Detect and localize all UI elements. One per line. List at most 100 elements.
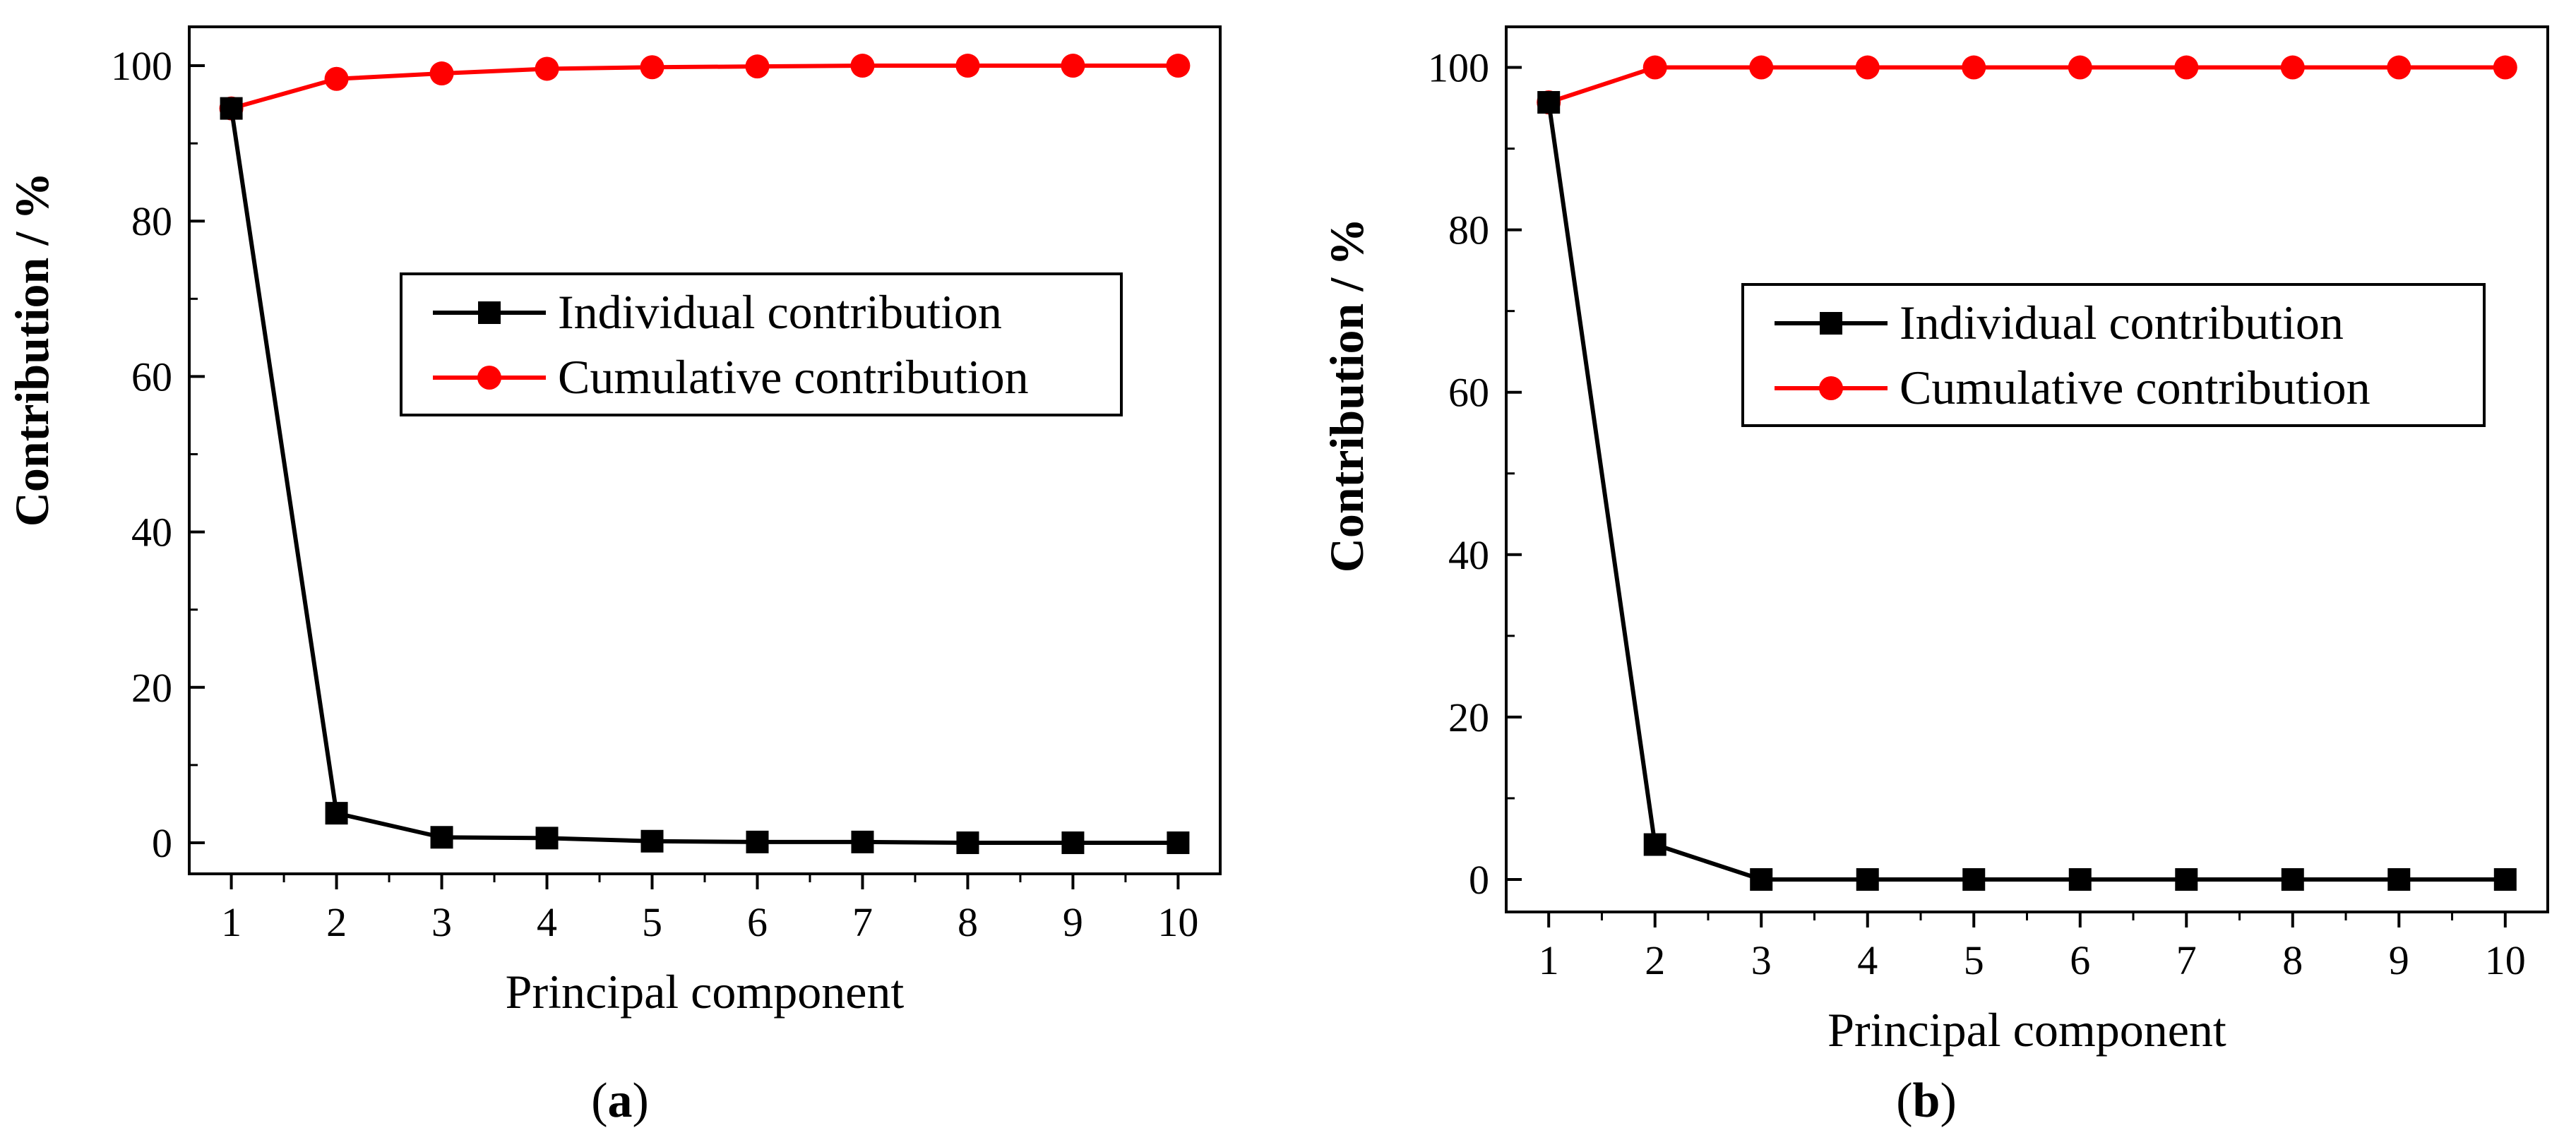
legend-marker xyxy=(477,366,501,390)
data-point xyxy=(851,830,874,853)
y-tick-label: 100 xyxy=(111,43,172,89)
x-tick-label: 7 xyxy=(2176,937,2197,983)
y-tick-label: 80 xyxy=(131,198,172,244)
data-point xyxy=(1856,867,1879,891)
legend-marker xyxy=(1820,312,1842,335)
x-tick-label: 3 xyxy=(1751,937,1772,983)
data-point xyxy=(1749,55,1774,80)
x-tick-label: 3 xyxy=(431,899,452,945)
x-tick-label: 5 xyxy=(1964,937,1984,983)
x-tick-label: 9 xyxy=(2389,937,2409,983)
x-tick-label: 8 xyxy=(958,899,978,945)
x-tick-label: 1 xyxy=(221,899,242,945)
series-line xyxy=(1546,102,2505,882)
data-point xyxy=(430,826,453,849)
y-tick-label: 100 xyxy=(1428,45,1489,91)
y-tick-label: 40 xyxy=(1448,532,1489,578)
series-line xyxy=(1548,65,2505,104)
legend-marker xyxy=(1819,376,1843,400)
data-point xyxy=(1061,54,1085,78)
caption-letter-b: b xyxy=(1913,1074,1940,1128)
x-tick-label: 1 xyxy=(1539,937,1559,983)
data-point xyxy=(2387,55,2411,80)
data-point xyxy=(324,66,349,91)
data-point xyxy=(325,802,348,825)
x-tick-label: 5 xyxy=(642,899,662,945)
data-point xyxy=(1537,90,1561,114)
y-tick-label: 40 xyxy=(131,510,172,556)
caption-open-a: ( xyxy=(591,1074,607,1128)
series-line xyxy=(230,64,1179,111)
data-point xyxy=(1962,55,1986,80)
data-point xyxy=(2174,55,2199,80)
legend-box xyxy=(400,272,1123,416)
legend-marker xyxy=(478,301,501,324)
data-point xyxy=(1855,55,1880,80)
data-point xyxy=(850,54,875,78)
data-point xyxy=(2387,867,2411,891)
y-axis-title: Contribution / % xyxy=(5,172,59,527)
data-point xyxy=(1962,867,1986,891)
x-tick-label: 10 xyxy=(2485,937,2526,983)
data-point xyxy=(2281,867,2304,891)
caption-open-b: ( xyxy=(1896,1074,1912,1128)
x-tick-label: 6 xyxy=(747,899,768,945)
x-axis-title: Principal component xyxy=(1827,1003,2226,1057)
x-tick-label: 6 xyxy=(2070,937,2090,983)
x-tick-label: 8 xyxy=(2282,937,2303,983)
data-point xyxy=(2175,867,2198,891)
y-tick-label: 0 xyxy=(152,820,172,866)
data-point xyxy=(1750,867,1773,891)
legend-box xyxy=(1741,283,2486,427)
caption-a: (a) xyxy=(591,1074,649,1128)
y-tick-label: 20 xyxy=(1448,695,1489,740)
x-tick-label: 2 xyxy=(326,899,347,945)
series-line xyxy=(229,108,1179,845)
data-point xyxy=(745,54,770,79)
chart-panel-a: 0 20 40 60 80 100 1 2 3 4 5 6 7 8 9 10 Principal compone… xyxy=(5,25,1222,1019)
data-point xyxy=(1642,55,1667,80)
caption-close-b: ) xyxy=(1940,1074,1956,1128)
data-point xyxy=(1166,54,1191,78)
x-tick-label: 10 xyxy=(1157,899,1198,945)
x-tick-label: 9 xyxy=(1063,899,1083,945)
data-point xyxy=(2068,55,2092,80)
data-point xyxy=(2068,867,2092,891)
y-tick-label: 80 xyxy=(1448,208,1489,253)
data-point xyxy=(1061,831,1085,854)
y-tick-label: 60 xyxy=(1448,370,1489,416)
data-point xyxy=(746,830,769,853)
legend-label: Individual contribution xyxy=(1900,296,2344,349)
legend-label: Cumulative contribution xyxy=(558,350,1029,404)
legend-label: Individual contribution xyxy=(558,285,1002,339)
y-tick-label: 60 xyxy=(131,354,172,400)
data-point xyxy=(429,61,454,86)
y-tick-label: 0 xyxy=(1469,857,1489,903)
data-point xyxy=(2280,55,2305,80)
x-tick-label: 2 xyxy=(1645,937,1665,983)
data-point xyxy=(220,97,243,120)
y-tick-label: 20 xyxy=(131,665,172,711)
x-tick-label: 4 xyxy=(1857,937,1878,983)
x-tick-label: 7 xyxy=(852,899,873,945)
x-tick-label: 4 xyxy=(537,899,557,945)
caption-b: (b) xyxy=(1896,1074,1957,1128)
data-point xyxy=(955,54,980,78)
legend-label: Cumulative contribution xyxy=(1900,361,2371,414)
data-point xyxy=(1643,833,1666,856)
y-axis-title: Contribution / % xyxy=(1320,218,1373,573)
data-point xyxy=(956,831,979,854)
data-point xyxy=(2493,55,2517,80)
data-point xyxy=(535,827,559,850)
x-axis-title: Principal component xyxy=(506,965,905,1019)
caption-letter-a: a xyxy=(608,1074,633,1128)
data-point xyxy=(640,829,664,853)
data-point xyxy=(535,56,559,81)
caption-close-a: ) xyxy=(633,1074,649,1128)
data-point xyxy=(1167,831,1190,854)
data-point xyxy=(2493,867,2517,891)
data-point xyxy=(640,55,664,80)
chart-panel-b: 0 20 40 60 80 100 1 2 3 4 5 6 7 8 9 10 Principal compone… xyxy=(1320,25,2549,1057)
